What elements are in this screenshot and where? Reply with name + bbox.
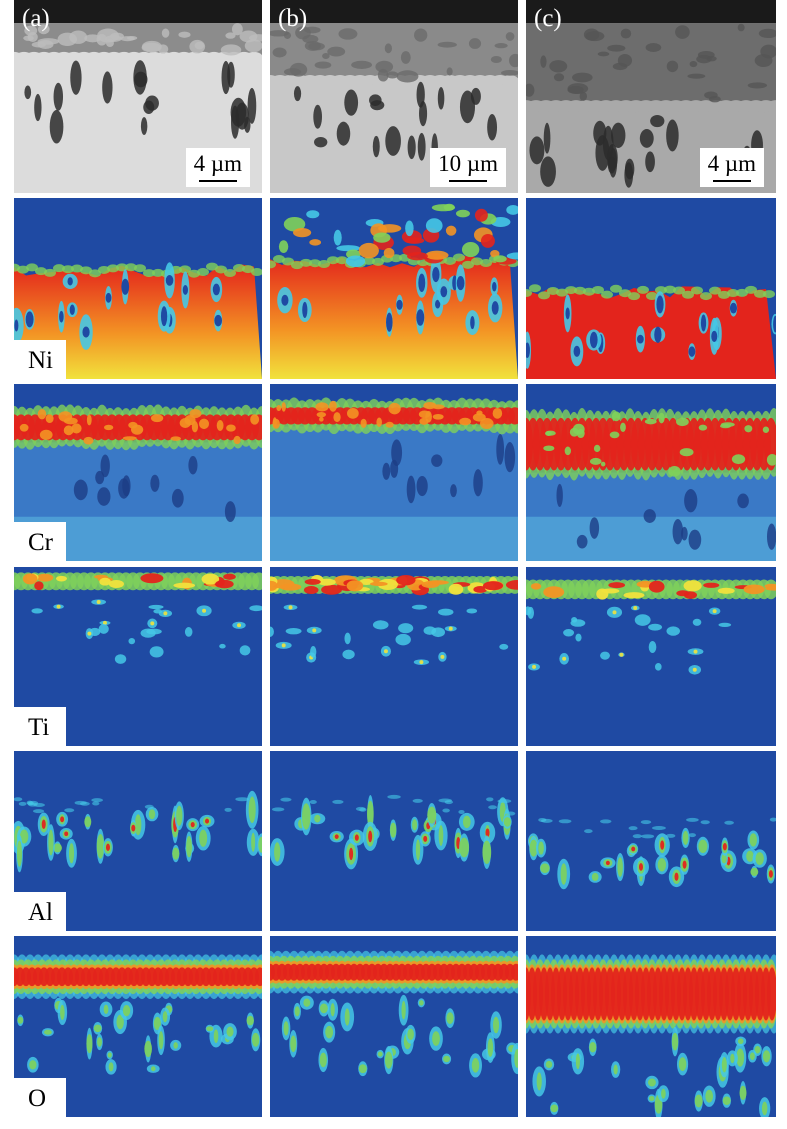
column-label: (b) xyxy=(278,5,308,32)
eds-map-ti-0: Ti xyxy=(14,567,262,746)
eds-map-ni-1 xyxy=(270,198,518,379)
element-map xyxy=(14,936,262,1117)
eds-map-ni-2 xyxy=(526,198,776,379)
element-label: Ni xyxy=(14,340,66,379)
eds-map-o-2 xyxy=(526,936,776,1117)
scale-bar-label: 4 µm xyxy=(707,150,756,176)
sem-micrograph xyxy=(270,0,518,193)
sem-micrograph xyxy=(14,0,262,193)
element-map xyxy=(526,567,776,746)
column-label: (a) xyxy=(22,5,50,32)
scale-bar-line xyxy=(449,180,488,182)
element-label: Cr xyxy=(14,522,66,561)
element-map xyxy=(526,198,776,379)
eds-map-cr-1 xyxy=(270,384,518,561)
element-map xyxy=(526,751,776,931)
element-map xyxy=(270,936,518,1117)
eds-map-al-0: Al xyxy=(14,751,262,931)
eds-map-cr-2 xyxy=(526,384,776,561)
eds-map-al-1 xyxy=(270,751,518,931)
element-map xyxy=(14,198,262,379)
eds-map-ni-0: Ni xyxy=(14,198,262,379)
sem-image-2: (c) 4 µm xyxy=(526,0,776,193)
column-label: (c) xyxy=(534,5,562,32)
eds-map-cr-0: Cr xyxy=(14,384,262,561)
scale-bar: 10 µm xyxy=(430,147,506,187)
eds-map-o-0: O xyxy=(14,936,262,1117)
eds-map-ti-2 xyxy=(526,567,776,746)
element-map xyxy=(270,567,518,746)
scale-bar: 4 µm xyxy=(699,147,764,187)
scale-bar-line xyxy=(198,180,237,182)
eds-map-al-2 xyxy=(526,751,776,931)
eds-map-o-1 xyxy=(270,936,518,1117)
eds-map-ti-1 xyxy=(270,567,518,746)
element-map xyxy=(526,384,776,561)
element-map xyxy=(270,198,518,379)
element-map xyxy=(270,384,518,561)
element-label: Al xyxy=(14,892,66,931)
element-map xyxy=(270,751,518,931)
sem-micrograph xyxy=(526,0,776,193)
sem-image-0: (a) 4 µm xyxy=(14,0,262,193)
sem-image-1: (b) 10 µm xyxy=(270,0,518,193)
element-map xyxy=(526,936,776,1117)
scale-bar-label: 10 µm xyxy=(438,150,498,176)
scale-bar-line xyxy=(712,180,751,182)
element-label: O xyxy=(14,1078,66,1117)
scale-bar: 4 µm xyxy=(185,147,250,187)
element-label: Ti xyxy=(14,707,66,746)
scale-bar-label: 4 µm xyxy=(193,150,242,176)
